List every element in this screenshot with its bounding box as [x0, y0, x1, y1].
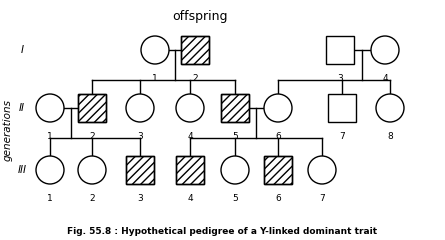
Text: II: II	[19, 103, 25, 113]
Bar	[181, 36, 209, 64]
Text: 4: 4	[187, 194, 193, 203]
Bar	[126, 156, 154, 184]
Circle shape	[141, 36, 169, 64]
Bar	[176, 156, 204, 184]
Circle shape	[376, 94, 404, 122]
Bar	[264, 156, 292, 184]
Text: III: III	[17, 165, 27, 175]
Circle shape	[176, 94, 204, 122]
Text: 4: 4	[382, 74, 388, 83]
Text: 1: 1	[47, 194, 53, 203]
Text: 6: 6	[275, 194, 281, 203]
Circle shape	[221, 156, 249, 184]
Circle shape	[78, 156, 106, 184]
Bar	[181, 36, 209, 64]
Text: 4: 4	[187, 132, 193, 141]
Text: 2: 2	[192, 74, 198, 83]
Bar	[176, 156, 204, 184]
Text: 5: 5	[232, 194, 238, 203]
Bar	[328, 94, 356, 122]
Circle shape	[36, 94, 64, 122]
Text: 8: 8	[387, 132, 393, 141]
Text: Fig. 55.8 : Hypothetical pedigree of a Y-linked dominant trait: Fig. 55.8 : Hypothetical pedigree of a Y…	[68, 227, 377, 236]
Circle shape	[36, 156, 64, 184]
Text: generations: generations	[3, 99, 13, 161]
Text: 2: 2	[89, 194, 95, 203]
Text: 1: 1	[47, 132, 53, 141]
Text: 5: 5	[232, 132, 238, 141]
Text: 3: 3	[137, 194, 143, 203]
Circle shape	[308, 156, 336, 184]
Text: 3: 3	[337, 74, 343, 83]
Circle shape	[126, 94, 154, 122]
Text: 1: 1	[152, 74, 158, 83]
Circle shape	[264, 94, 292, 122]
Text: 6: 6	[275, 132, 281, 141]
Text: 2: 2	[89, 132, 95, 141]
Bar	[326, 36, 354, 64]
Text: 7: 7	[339, 132, 345, 141]
Bar	[221, 94, 249, 122]
Circle shape	[371, 36, 399, 64]
Bar	[78, 94, 106, 122]
Bar	[126, 156, 154, 184]
Text: 7: 7	[319, 194, 325, 203]
Bar	[78, 94, 106, 122]
Text: 3: 3	[137, 132, 143, 141]
Text: offspring: offspring	[173, 10, 228, 23]
Bar	[264, 156, 292, 184]
Bar	[221, 94, 249, 122]
Text: I: I	[20, 45, 24, 55]
